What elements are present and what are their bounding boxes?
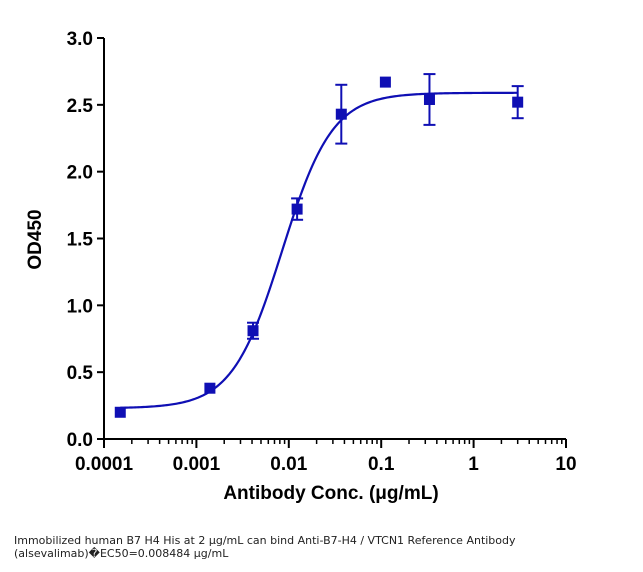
data-point — [335, 108, 347, 120]
figure-caption: Immobilized human B7 H4 His at 2 μg/mL c… — [14, 534, 614, 560]
x-tick-label: 0.01 — [270, 454, 307, 475]
y-tick-label: 2.5 — [67, 96, 94, 117]
y-tick-label: 2.0 — [67, 163, 93, 184]
data-point — [379, 76, 391, 88]
data-point — [423, 93, 435, 105]
y-tick-label: 0.0 — [67, 430, 93, 451]
caption-line-2: (alsevalimab)�EC50=0.008484 μg/mL — [14, 547, 229, 560]
y-tick-label: 3.0 — [67, 29, 93, 50]
data-point — [512, 96, 524, 108]
data-point — [291, 203, 303, 215]
y-ticks: 0.0 0.5 1.0 1.5 2.0 2.5 3.0 — [67, 29, 104, 451]
x-tick-label: 0.1 — [368, 454, 395, 475]
y-tick-label: 1.0 — [67, 296, 93, 317]
caption-line-1: Immobilized human B7 H4 His at 2 μg/mL c… — [14, 534, 516, 547]
data-points — [114, 73, 524, 418]
x-tick-label: 0.0001 — [75, 454, 134, 475]
chart: 0.0 0.5 1.0 1.5 2.0 2.5 3.0 0.0001 0.001 0.01 0.1… — [25, 29, 577, 504]
y-tick-label: 0.5 — [67, 363, 94, 384]
y-tick-label: 1.5 — [67, 230, 94, 251]
axes — [103, 38, 566, 440]
data-point — [114, 406, 126, 418]
x-tick-label: 0.001 — [173, 454, 221, 475]
x-axis-title: Antibody Conc. (μg/mL) — [223, 483, 438, 504]
data-point — [247, 325, 259, 337]
x-ticks: 0.0001 0.001 0.01 0.1 1 10 — [75, 439, 577, 475]
y-axis-title: OD450 — [25, 209, 46, 269]
x-tick-label: 10 — [555, 454, 576, 475]
data-point — [204, 382, 216, 394]
fit-curve — [120, 91, 518, 409]
x-tick-label: 1 — [468, 454, 479, 475]
